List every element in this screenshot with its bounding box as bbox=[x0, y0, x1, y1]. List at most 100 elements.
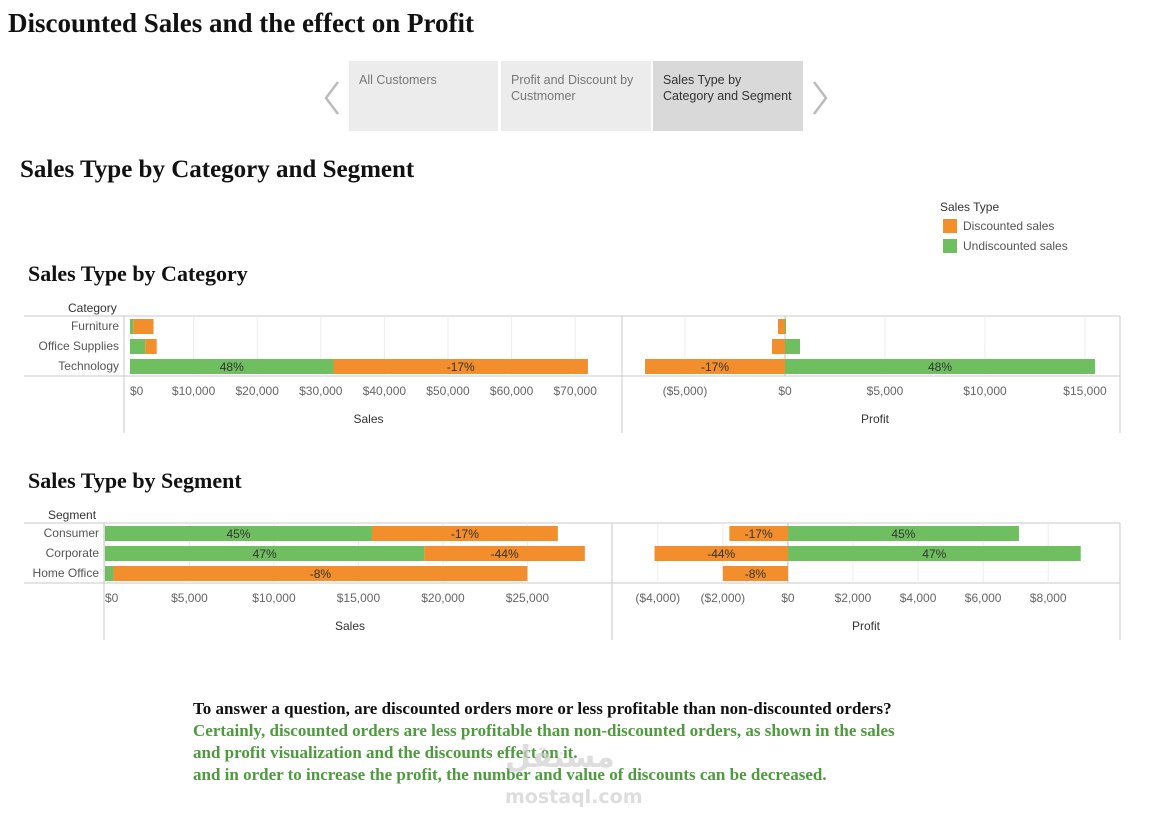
page-title: Discounted Sales and the effect on Profi… bbox=[8, 8, 474, 38]
sales-bar bbox=[145, 339, 157, 354]
profit-data-label: 48% bbox=[928, 360, 952, 374]
dimension-header: Segment bbox=[48, 508, 97, 522]
sales-data-label: -44% bbox=[491, 547, 519, 561]
sales-tick-label: $50,000 bbox=[426, 384, 470, 398]
row-label: Consumer bbox=[44, 526, 99, 540]
profit-bar bbox=[772, 339, 785, 354]
answer-line-1: Certainly, discounted orders are less pr… bbox=[193, 721, 895, 740]
sales-tick-label: $15,000 bbox=[337, 591, 381, 605]
sales-axis-title: Sales bbox=[353, 412, 383, 426]
sales-tick-label: $10,000 bbox=[252, 591, 296, 605]
sales-data-label: 48% bbox=[220, 360, 244, 374]
story-tab-label: All Customers bbox=[359, 73, 437, 87]
watermark-logo-text: mostaql.com bbox=[505, 786, 643, 808]
legend-title: Sales Type bbox=[940, 200, 1000, 214]
profit-tick-label: $15,000 bbox=[1063, 384, 1107, 398]
profit-bar bbox=[785, 359, 1095, 374]
profit-bar bbox=[729, 526, 788, 541]
segment-chart: Segment Consumer Corporate Home Office $0 $5,… bbox=[24, 508, 1121, 640]
sales-data-label: 45% bbox=[226, 527, 250, 541]
next-story-point-button[interactable] bbox=[808, 78, 834, 118]
profit-tick-label: $4,000 bbox=[900, 591, 937, 605]
profit-tick-label: $10,000 bbox=[963, 384, 1007, 398]
profit-axis-title: Profit bbox=[852, 619, 881, 633]
row-label: Home Office bbox=[33, 566, 100, 580]
story-tab-all-customers[interactable]: All Customers bbox=[349, 61, 498, 131]
profit-bar bbox=[785, 339, 800, 354]
profit-bar bbox=[785, 319, 786, 334]
chevron-left-icon bbox=[324, 81, 339, 115]
watermark-logo-arabic: مستقل bbox=[505, 740, 615, 775]
profit-data-label: -44% bbox=[707, 547, 735, 561]
sales-bar bbox=[105, 526, 372, 541]
sales-tick-label: $10,000 bbox=[172, 384, 216, 398]
sales-bar bbox=[105, 546, 425, 561]
sales-tick-label: $30,000 bbox=[299, 384, 343, 398]
profit-axis-title: Profit bbox=[861, 412, 890, 426]
profit-bar bbox=[787, 546, 1081, 561]
sales-data-label: -8% bbox=[310, 567, 332, 581]
sales-tick-label: $20,000 bbox=[236, 384, 280, 398]
sales-tick-label: $20,000 bbox=[421, 591, 465, 605]
question-text: To answer a question, are discounted ord… bbox=[193, 699, 892, 718]
category-chart: Category Furniture Office Supplies Technolo… bbox=[24, 301, 1121, 433]
profit-bar bbox=[722, 566, 788, 581]
prev-story-point-button[interactable] bbox=[320, 78, 346, 118]
sales-bar bbox=[133, 319, 154, 334]
sales-bar bbox=[130, 339, 146, 354]
profit-tick-label: $0 bbox=[781, 591, 795, 605]
sales-tick-label: $25,000 bbox=[506, 591, 550, 605]
sales-tick-label: $0 bbox=[105, 591, 119, 605]
sales-bar bbox=[371, 526, 558, 541]
sales-bar bbox=[113, 566, 528, 581]
profit-bar bbox=[778, 319, 785, 334]
segment-section-title: Sales Type by Segment bbox=[28, 468, 242, 493]
profit-tick-label: $2,000 bbox=[835, 591, 872, 605]
sales-bar bbox=[333, 359, 588, 374]
legend-item-discounted[interactable]: Discounted sales bbox=[943, 219, 1054, 233]
row-label: Furniture bbox=[71, 319, 119, 333]
profit-tick-label: ($5,000) bbox=[663, 384, 708, 398]
category-section-title: Sales Type by Category bbox=[28, 261, 248, 286]
sales-tick-label: $70,000 bbox=[554, 384, 598, 398]
dimension-header: Category bbox=[68, 301, 117, 315]
profit-tick-label: $8,000 bbox=[1030, 591, 1067, 605]
profit-tick-label: $5,000 bbox=[867, 384, 904, 398]
profit-bar bbox=[654, 546, 788, 561]
story-tab-label: Sales Type by Category and Segment bbox=[663, 73, 792, 103]
row-label: Technology bbox=[58, 359, 119, 373]
profit-bar bbox=[787, 526, 1019, 541]
legend-label: Undiscounted sales bbox=[963, 239, 1068, 253]
sales-tick-label: $5,000 bbox=[171, 591, 208, 605]
chevron-right-icon bbox=[813, 81, 828, 115]
profit-tick-label: ($4,000) bbox=[635, 591, 680, 605]
sales-data-label: -17% bbox=[447, 360, 475, 374]
story-tab-profit-discount[interactable]: Profit and Discount by Custmomer bbox=[501, 61, 651, 131]
sales-tick-label: $0 bbox=[130, 384, 144, 398]
profit-data-label: -17% bbox=[745, 527, 773, 541]
legend-swatch bbox=[943, 239, 957, 253]
sales-tick-label: $40,000 bbox=[363, 384, 407, 398]
profit-data-label: -8% bbox=[745, 567, 767, 581]
row-label: Office Supplies bbox=[39, 339, 120, 353]
sales-bar bbox=[105, 566, 114, 581]
profit-data-label: -17% bbox=[701, 360, 729, 374]
dashboard-title: Sales Type by Category and Segment bbox=[20, 156, 415, 183]
profit-tick-label: $6,000 bbox=[965, 591, 1002, 605]
sales-axis-title: Sales bbox=[335, 619, 365, 633]
profit-tick-label: $0 bbox=[778, 384, 792, 398]
profit-data-label: 47% bbox=[922, 547, 946, 561]
story-tab-sales-type[interactable]: Sales Type by Category and Segment bbox=[653, 61, 803, 131]
answer-line-2: and profit visualization and the discoun… bbox=[193, 743, 578, 762]
sales-bar bbox=[130, 359, 334, 374]
profit-bar bbox=[645, 359, 785, 374]
answer-line-3: and in order to increase the profit, the… bbox=[193, 765, 827, 784]
legend-swatch bbox=[943, 219, 957, 233]
legend-label: Discounted sales bbox=[963, 219, 1055, 233]
legend-item-undiscounted[interactable]: Undiscounted sales bbox=[943, 239, 1068, 253]
profit-data-label: 45% bbox=[891, 527, 915, 541]
profit-tick-label: ($2,000) bbox=[700, 591, 745, 605]
sales-tick-label: $60,000 bbox=[490, 384, 534, 398]
sales-data-label: 47% bbox=[253, 547, 277, 561]
sales-data-label: -17% bbox=[451, 527, 479, 541]
